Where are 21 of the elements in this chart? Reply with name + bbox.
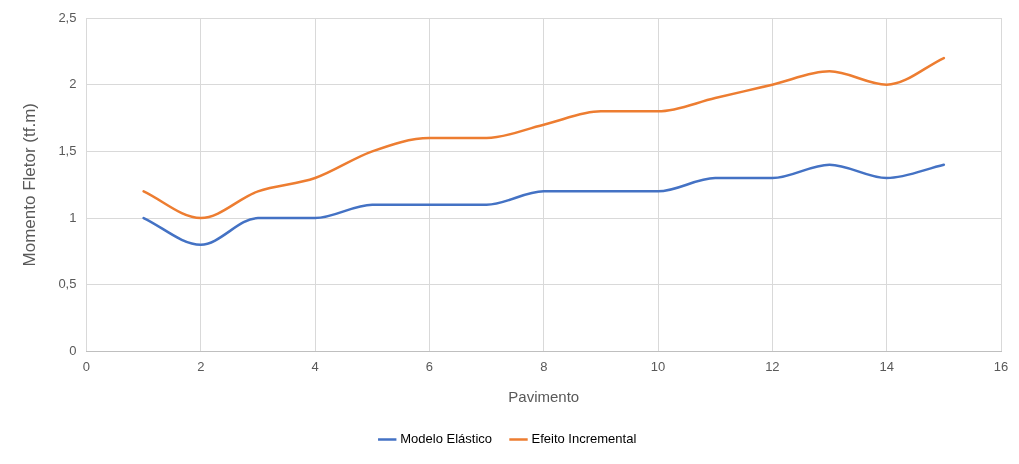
- x-tick-label: 16: [993, 358, 1009, 374]
- x-tick-label: 0: [82, 358, 91, 374]
- y-tick-label: 0,5: [58, 276, 77, 292]
- x-tick-label: 12: [765, 358, 780, 374]
- y-tick-label: 1: [69, 209, 77, 225]
- y-tick-label: 2: [69, 76, 77, 92]
- x-tick-label: 14: [879, 358, 894, 374]
- y-axis-title: Momento Fletor (tf.m): [19, 102, 39, 267]
- x-axis-title: Pavimento: [508, 388, 580, 406]
- legend-label: Efeito Incremental: [531, 431, 637, 447]
- legend-label: Modelo Elástico: [400, 431, 493, 447]
- y-tick-label: 0: [69, 342, 77, 358]
- x-tick-label: 4: [311, 358, 319, 374]
- y-tick-label: 1,5: [58, 142, 77, 158]
- y-tick-label: 2,5: [58, 9, 77, 25]
- x-tick-label: 8: [540, 358, 548, 374]
- line-series: [142, 163, 946, 246]
- x-tick-label: 2: [197, 358, 205, 374]
- x-tick-label: 10: [650, 358, 666, 374]
- line-series: [142, 56, 946, 220]
- x-tick-label: 6: [425, 358, 434, 374]
